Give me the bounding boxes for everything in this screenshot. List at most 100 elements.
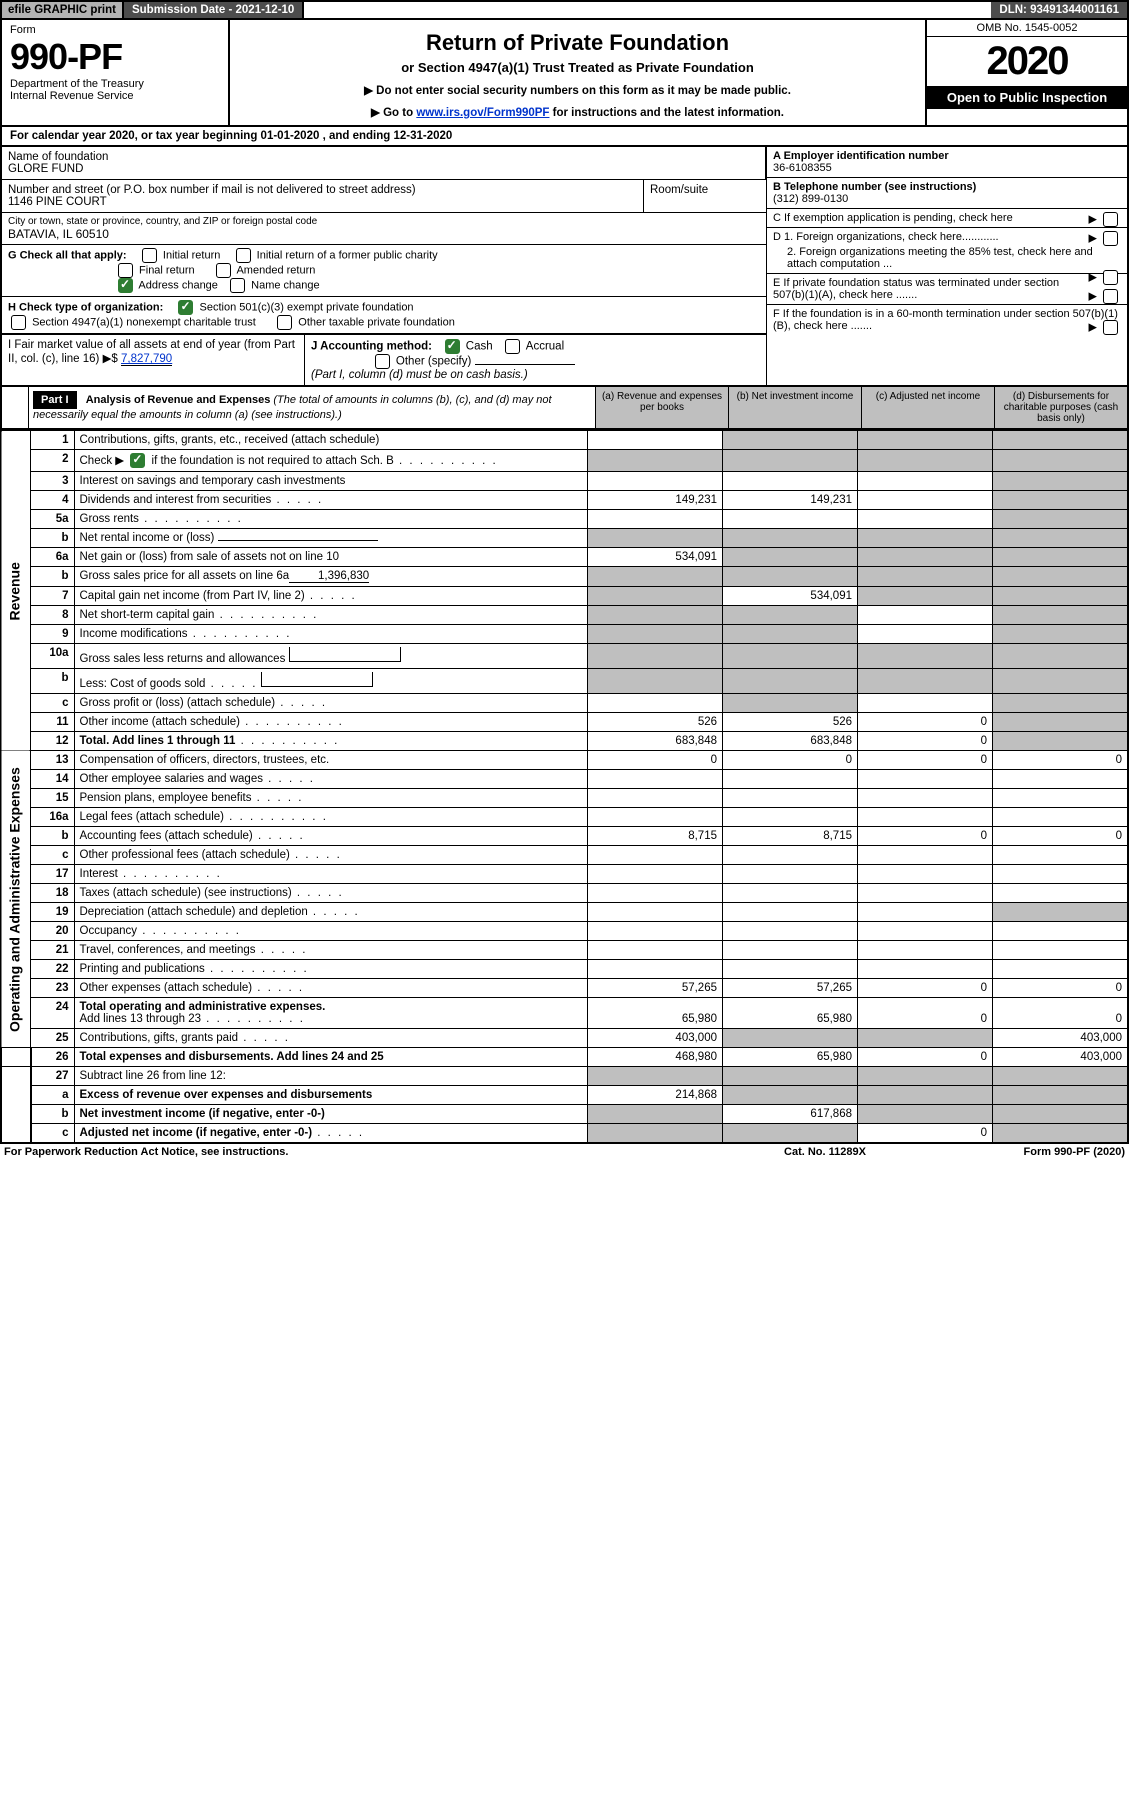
line-desc: Capital gain net income (from Part IV, l… <box>74 587 588 606</box>
checkbox-accrual[interactable] <box>505 339 520 354</box>
lineno: 8 <box>31 606 75 625</box>
foundation-name: GLORE FUND <box>8 163 759 175</box>
checkbox-amended[interactable] <box>216 263 231 278</box>
checkbox-cash[interactable] <box>445 339 460 354</box>
j-note: (Part I, column (d) must be on cash basi… <box>311 369 528 381</box>
calendar-year-line: For calendar year 2020, or tax year begi… <box>0 127 1129 147</box>
cell-value: 57,265 <box>588 979 723 998</box>
cell-value: 65,980 <box>723 1048 858 1067</box>
table-row: c Other professional fees (attach schedu… <box>1 846 1128 865</box>
lineno: b <box>31 567 75 587</box>
c-label: C If exemption application is pending, c… <box>773 212 1013 224</box>
checkbox-60month[interactable] <box>1103 320 1118 335</box>
checkbox-final-return[interactable] <box>118 263 133 278</box>
instruction-line-2: ▶ Go to www.irs.gov/Form990PF for instru… <box>236 105 919 119</box>
checkbox-sch-b[interactable] <box>130 453 145 468</box>
part1-label: Part I <box>33 391 77 409</box>
name-label: Name of foundation <box>8 151 759 163</box>
cell-value: 0 <box>858 713 993 732</box>
line-desc: Other professional fees (attach schedule… <box>74 846 588 865</box>
lineno: 16a <box>31 808 75 827</box>
lineno: 25 <box>31 1029 75 1048</box>
table-row: b Net rental income or (loss) <box>1 529 1128 548</box>
g-initial-former: Initial return of a former public charit… <box>257 249 438 261</box>
line-desc: Depreciation (attach schedule) and deple… <box>74 903 588 922</box>
g-name: Name change <box>251 279 320 291</box>
line-desc: Contributions, gifts, grants paid <box>74 1029 588 1048</box>
cell-value: 403,000 <box>993 1029 1129 1048</box>
table-row: 18 Taxes (attach schedule) (see instruct… <box>1 884 1128 903</box>
ein-label: A Employer identification number <box>773 150 949 162</box>
table-row: 7 Capital gain net income (from Part IV,… <box>1 587 1128 606</box>
table-row: 6a Net gain or (loss) from sale of asset… <box>1 548 1128 567</box>
checkbox-4947[interactable] <box>11 315 26 330</box>
checkbox-name-change[interactable] <box>230 278 245 293</box>
cell-value: 0 <box>858 998 993 1029</box>
lineno: c <box>31 694 75 713</box>
lineno: 4 <box>31 491 75 510</box>
checkbox-other-method[interactable] <box>375 354 390 369</box>
line-desc: Subtract line 26 from line 12: <box>74 1067 588 1086</box>
lineno: 26 <box>31 1048 75 1067</box>
checkbox-terminated[interactable] <box>1103 289 1118 304</box>
line-desc: Gross rents <box>74 510 588 529</box>
line-desc: Adjusted net income (if negative, enter … <box>74 1124 588 1144</box>
h-label: H Check type of organization: <box>8 301 163 313</box>
dln-label: DLN: 93491344001161 <box>991 2 1127 18</box>
checkbox-initial-former[interactable] <box>236 248 251 263</box>
goto-suffix: for instructions and the latest informat… <box>549 107 784 119</box>
lineno: 14 <box>31 770 75 789</box>
checkbox-address-change[interactable] <box>118 278 133 293</box>
col-b-header: (b) Net investment income <box>728 387 861 428</box>
table-row: 21 Travel, conferences, and meetings <box>1 941 1128 960</box>
lineno: 2 <box>31 450 75 472</box>
lineno: 5a <box>31 510 75 529</box>
lineno: 17 <box>31 865 75 884</box>
g-amended: Amended return <box>236 264 315 276</box>
cell-value: 65,980 <box>588 998 723 1029</box>
table-row: 9 Income modifications <box>1 625 1128 644</box>
line-desc: Travel, conferences, and meetings <box>74 941 588 960</box>
cell-value: 149,231 <box>588 491 723 510</box>
table-row: 5a Gross rents <box>1 510 1128 529</box>
lineno: 9 <box>31 625 75 644</box>
d1-label: D 1. Foreign organizations, check here..… <box>773 231 999 243</box>
table-row: 2 Check ▶ if the foundation is not requi… <box>1 450 1128 472</box>
checkbox-exemption-pending[interactable] <box>1103 212 1118 227</box>
cell-value: 57,265 <box>723 979 858 998</box>
checkbox-501c3[interactable] <box>178 300 193 315</box>
table-row: Revenue 1 Contributions, gifts, grants, … <box>1 431 1128 450</box>
cell-value: 65,980 <box>723 998 858 1029</box>
line-desc: Net rental income or (loss) <box>74 529 588 548</box>
tax-year: 2020 <box>927 37 1127 86</box>
form-label: Form <box>10 24 220 36</box>
page-footer: For Paperwork Reduction Act Notice, see … <box>0 1144 1129 1160</box>
line-desc: Total operating and administrative expen… <box>74 998 588 1029</box>
checkbox-initial-return[interactable] <box>142 248 157 263</box>
cat-no: Cat. No. 11289X <box>725 1146 925 1158</box>
form-footer-label: Form 990-PF (2020) <box>925 1146 1125 1158</box>
table-row: 25 Contributions, gifts, grants paid 403… <box>1 1029 1128 1048</box>
g-initial: Initial return <box>163 249 220 261</box>
lineno: 12 <box>31 732 75 751</box>
part1-title: Analysis of Revenue and Expenses <box>86 394 271 406</box>
cell-value: 0 <box>993 751 1129 770</box>
h-4947: Section 4947(a)(1) nonexempt charitable … <box>32 316 256 328</box>
cell-value: 0 <box>858 732 993 751</box>
part1-header: Part I Analysis of Revenue and Expenses … <box>0 387 1129 430</box>
checkbox-foreign-org[interactable] <box>1103 231 1118 246</box>
checkbox-other-taxable[interactable] <box>277 315 292 330</box>
line-desc: Printing and publications <box>74 960 588 979</box>
fmv-value[interactable]: 7,827,790 <box>121 353 172 366</box>
table-row: 17 Interest <box>1 865 1128 884</box>
g-label: G Check all that apply: <box>8 249 127 261</box>
cell-value: 0 <box>858 1124 993 1144</box>
open-to-public: Open to Public Inspection <box>927 86 1127 109</box>
lineno: 22 <box>31 960 75 979</box>
lineno: b <box>31 669 75 694</box>
line-desc: Check ▶ if the foundation is not require… <box>74 450 588 472</box>
d2-label: 2. Foreign organizations meeting the 85%… <box>773 246 1121 270</box>
lineno: b <box>31 529 75 548</box>
irs-link[interactable]: www.irs.gov/Form990PF <box>416 107 549 119</box>
cell-value: 526 <box>723 713 858 732</box>
